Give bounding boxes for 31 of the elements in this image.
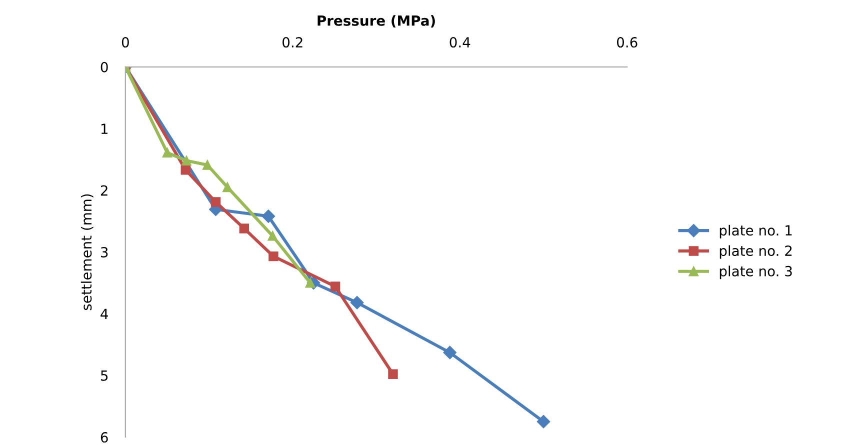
point [268, 231, 278, 241]
point [180, 165, 190, 175]
point [162, 148, 172, 158]
point [182, 156, 192, 166]
point [210, 197, 221, 207]
y-tick-label: 3 [100, 246, 108, 258]
y-axis-title: settlement (mm) [80, 194, 94, 310]
y-tick-label: 2 [100, 185, 108, 196]
point [330, 282, 340, 292]
x-tick-label: 0 [122, 37, 129, 48]
y-tick-label: 6 [100, 432, 108, 443]
point [239, 224, 250, 234]
x-tick-label: 0.4 [450, 37, 470, 48]
point [388, 369, 398, 380]
point [350, 296, 364, 310]
legend-label: plate no. 1 [720, 224, 792, 238]
x-tick-label: 0.2 [282, 37, 302, 48]
point [262, 210, 275, 223]
point [443, 346, 456, 360]
legend-label: plate no. 2 [720, 245, 792, 259]
x-axis-title: Pressure (MPa) [318, 15, 435, 28]
y-tick-label: 4 [100, 308, 108, 319]
point [536, 415, 550, 428]
y-tick-label: 5 [100, 370, 108, 381]
y-tick-label: 1 [101, 124, 108, 134]
legend-label: plate no. 3 [720, 266, 792, 280]
point [222, 182, 232, 192]
y-tick-label: 0 [100, 62, 108, 72]
point [202, 160, 212, 170]
point [268, 251, 278, 262]
x-tick-label: 0.6 [616, 37, 638, 48]
